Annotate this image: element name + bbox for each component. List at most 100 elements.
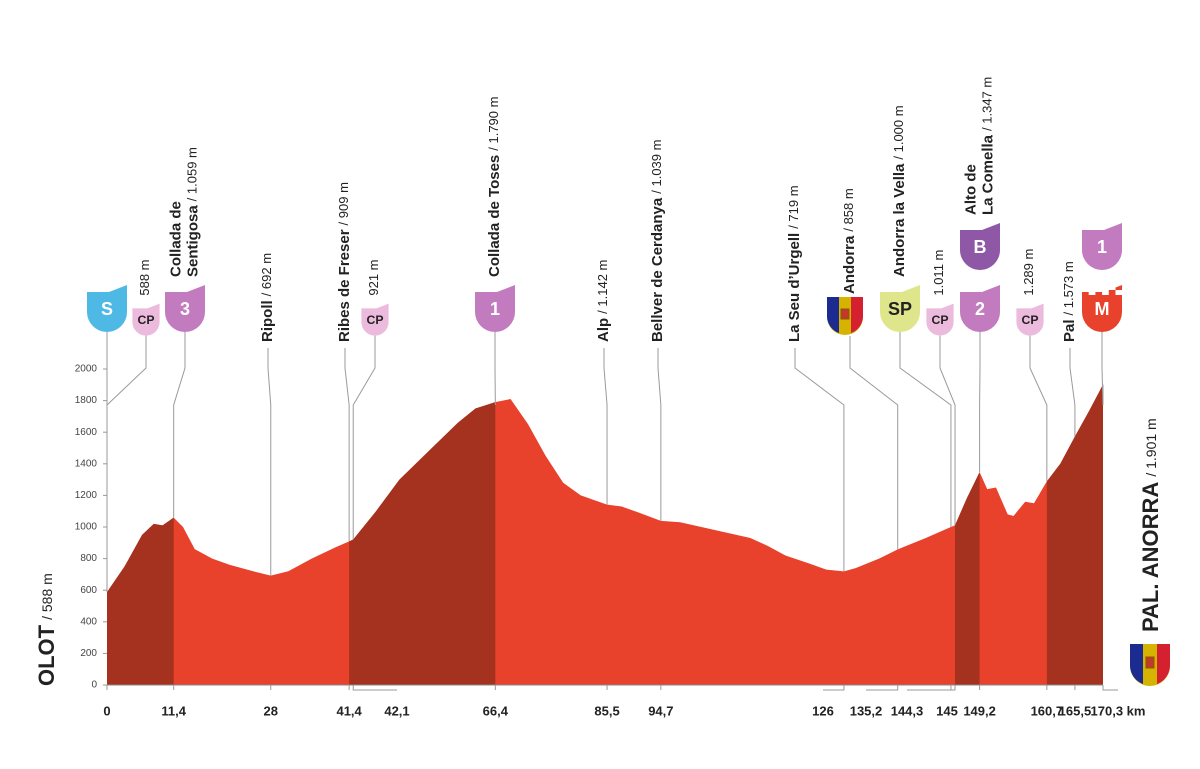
waypoint-name: Andorra la Vella: [891, 163, 908, 277]
waypoint-label: Bellver de Cerdanya / 1.039 m: [649, 140, 666, 342]
x-tick-label: 126: [812, 703, 834, 718]
badge-label: CP: [932, 313, 949, 327]
x-tick: [352, 685, 397, 691]
waypoint-elev: / 692 m: [259, 253, 274, 296]
waypoint-elev: 1.289 m: [1021, 249, 1036, 296]
elevation-area: [107, 384, 1103, 685]
waypoint-name: Ribes de Freser: [336, 229, 353, 342]
leader-line: [267, 348, 272, 576]
waypoint-label: Collada de: [167, 201, 184, 277]
waypoint-elev: / 1.000 m: [891, 105, 906, 159]
y-tick-label: 400: [80, 616, 97, 627]
finish-flag: [1130, 644, 1170, 686]
waypoint-elev: / 1.573 m: [1061, 261, 1076, 315]
checker: [1082, 285, 1089, 290]
waypoint-elev: 588 m: [137, 259, 152, 295]
leader-line: [899, 332, 952, 527]
waypoint-label: Alto de: [962, 164, 979, 215]
leader-line: [1029, 335, 1048, 482]
finish-name: PAL. ANORRA: [1138, 482, 1163, 632]
waypoint: Ripoll / 692 m: [259, 253, 276, 576]
badge: [165, 285, 205, 332]
start-label: OLOT / 588 m: [34, 573, 59, 686]
waypoint-name: Collada de: [167, 201, 184, 277]
badge: [880, 285, 920, 332]
x-tick-label: 135,2: [850, 703, 883, 718]
waypoint-label: Ripoll / 692 m: [259, 253, 276, 342]
waypoint-label: 921 m: [366, 259, 381, 295]
x-tick-label: 66,4: [483, 703, 509, 718]
y-tick-label: 1400: [75, 458, 98, 469]
x-tick-label: 165,5: [1059, 703, 1092, 718]
start-name: OLOT: [34, 624, 59, 686]
badge-label: M: [1095, 299, 1110, 319]
leader-line: [657, 348, 662, 521]
leader-line: [344, 348, 350, 542]
waypoint: Alp / 1.142 m: [595, 260, 612, 505]
x-tick-label: 41,4: [336, 703, 362, 718]
waypoint-label: Andorra / 858 m: [841, 188, 858, 294]
waypoint-elev: / 1.142 m: [595, 260, 610, 314]
leader-line: [603, 348, 608, 505]
x-tick-label: 85,5: [594, 703, 619, 718]
waypoint-elev: / 858 m: [841, 188, 856, 231]
badge-label: CP: [367, 313, 384, 327]
waypoint-elev: 1.011 m: [931, 250, 946, 296]
leader-line: [173, 332, 186, 518]
waypoint-name: Sentigosa: [184, 205, 201, 277]
x-tick-label: 94,7: [648, 703, 673, 718]
x-tick-label: 149,2: [963, 703, 996, 718]
climb-segment: [1046, 384, 1103, 685]
waypoint-elev: / 719 m: [786, 185, 801, 228]
x-tick-label: 160,7: [1031, 703, 1064, 718]
y-tick-label: 1000: [75, 522, 98, 533]
y-tick-label: 1200: [75, 490, 98, 501]
waypoint-elev: / 1.347 m: [980, 77, 995, 131]
start-elev: / 588 m: [39, 573, 55, 620]
waypoint-label: Andorra la Vella / 1.000 m: [891, 105, 908, 277]
waypoint-name: Collada de Toses: [486, 155, 503, 277]
x-tick-label: 170,3 km: [1091, 703, 1146, 718]
badge-label: CP: [1022, 313, 1039, 327]
x-tick: [947, 685, 956, 691]
badge: [960, 223, 1000, 270]
badge: [475, 285, 515, 332]
waypoint-elev: / 1.059 m: [185, 147, 200, 201]
badge: [926, 303, 954, 336]
x-tick-label: 42,1: [384, 703, 409, 718]
waypoint-name: Bellver de Cerdanya: [649, 197, 666, 342]
checker: [1115, 290, 1123, 295]
waypoint-label: 1.011 m: [931, 250, 946, 296]
waypoint-name: Ripoll: [259, 300, 276, 342]
waypoint-label: Sentigosa / 1.059 m: [184, 147, 201, 277]
waypoint: S: [87, 285, 127, 593]
x-tick-label: 28: [264, 703, 278, 718]
x-tick: [1102, 685, 1118, 691]
waypoint-elev: 921 m: [366, 259, 381, 295]
waypoint: 1 Collada de Toses / 1.790 m: [475, 97, 515, 406]
waypoint-name: Alto de: [962, 164, 979, 215]
waypoint: Bellver de Cerdanya / 1.039 m: [649, 140, 666, 521]
waypoint-elev: / 1.790 m: [486, 97, 501, 151]
waypoint-name: Andorra: [841, 235, 858, 294]
y-tick-label: 800: [80, 553, 97, 564]
waypoint-name: Alp: [595, 318, 612, 342]
y-tick-label: 1800: [75, 395, 98, 406]
y-tick-label: 2000: [75, 364, 98, 375]
waypoint: Ribes de Freser / 909 m: [336, 182, 353, 542]
badge-label: 3: [180, 299, 190, 319]
leader-line: [1101, 332, 1104, 406]
finish-elev: / 1.901 m: [1143, 418, 1159, 476]
badge: [132, 303, 160, 336]
badge: [1082, 285, 1122, 332]
y-tick-label: 1600: [75, 427, 98, 438]
badge: [1082, 223, 1122, 270]
x-tick: [823, 685, 845, 691]
waypoint: CP 588 m: [106, 259, 160, 593]
waypoint: CP 921 m: [352, 259, 389, 540]
waypoint-label: 1.289 m: [1021, 249, 1036, 296]
leader-line: [106, 335, 147, 593]
badge-label: S: [101, 299, 113, 319]
waypoint-label: Collada de Toses / 1.790 m: [486, 97, 503, 277]
